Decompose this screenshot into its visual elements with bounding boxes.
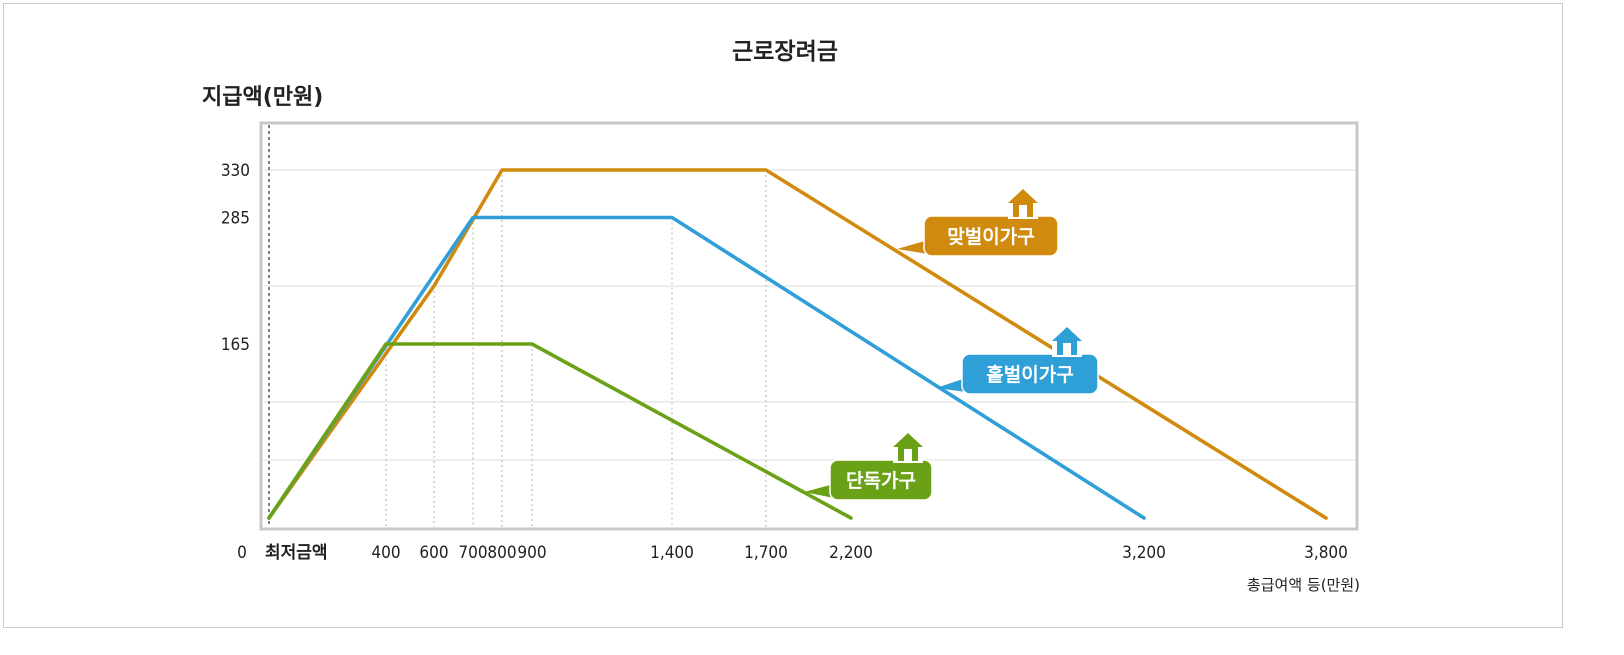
x-tick-label: 최저금액 [265,543,328,563]
house-icon-door [904,449,912,461]
series-line-3 [267,342,853,520]
series-line-1 [267,168,1328,520]
x-tick-label: 1,400 [650,543,694,563]
callout-tail [936,378,966,392]
callout-box [829,459,933,501]
x-tick-label: 3,800 [1304,543,1348,563]
callout-box [961,353,1099,395]
x-tick-label: 900 [517,543,546,563]
x-tick-label: 600 [419,543,448,563]
series-label-1: 맞벌이가구 [947,226,1034,248]
x-tick-label: 1,700 [744,543,788,563]
plot-area: 165 285 330 0 최저금액 400 600 700 800 900 1,400 1,700 2… [221,121,1359,563]
x-tick-label: 2,200 [829,543,873,563]
x-tick-label: 400 [371,543,400,563]
y-tick-label: 285 [221,208,250,228]
callout-tail [804,484,834,498]
plot-border [259,121,1359,531]
x-tick-label: 0 [237,543,247,563]
house-icon-door [1063,343,1071,355]
x-tick-label: 700 [458,543,487,563]
house-icon-body [893,433,923,461]
chart-frame: 근로장려금 지급액(만원) 165 285 330 0 최저금액 400 600 700 800… [3,3,1563,628]
house-icon-door [1019,205,1027,217]
y-tick-label: 165 [221,335,250,355]
series-label-2: 홑벌이가구 [986,363,1073,386]
y-tick-label: 330 [221,161,250,181]
series-label-3: 단독가구 [846,470,916,492]
x-tick-label: 3,200 [1122,543,1166,563]
x-axis-unit: 총급여액 등(만원) [1247,576,1360,594]
callout-tail [897,240,928,254]
chart-title: 근로장려금 [732,39,838,65]
y-axis-title: 지급액(만원) [202,85,323,110]
house-icon-body [1008,189,1038,217]
callout-box [923,215,1059,257]
chart-svg: 근로장려금 지급액(만원) 165 285 330 0 최저금액 400 600 700 800… [202,39,1360,594]
house-icon-body [1052,327,1082,355]
x-tick-label: 800 [487,543,516,563]
